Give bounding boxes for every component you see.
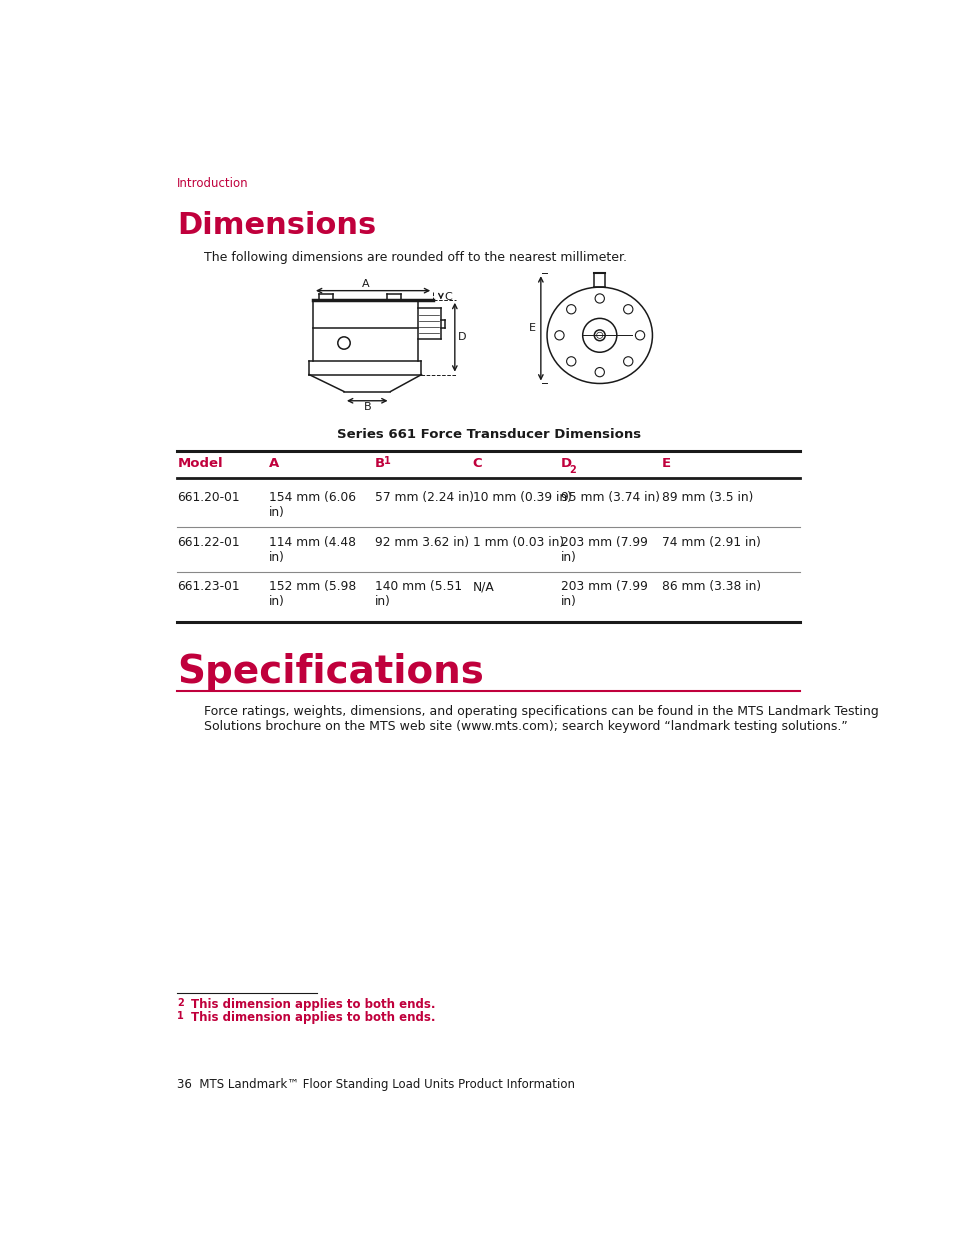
Text: 661.20-01: 661.20-01 [177,490,240,504]
Text: Dimensions: Dimensions [177,211,376,241]
Text: 2: 2 [569,464,576,474]
Text: E: E [529,324,536,333]
Text: 203 mm (7.99
in): 203 mm (7.99 in) [560,580,647,608]
Text: 1 mm (0.03 in): 1 mm (0.03 in) [472,536,563,548]
Text: A: A [361,279,369,289]
Text: 140 mm (5.51
in): 140 mm (5.51 in) [375,580,461,608]
Text: 10 mm (0.39 in): 10 mm (0.39 in) [472,490,571,504]
Text: 1: 1 [383,456,390,466]
Text: 661.22-01: 661.22-01 [177,536,240,548]
Text: Specifications: Specifications [177,652,484,690]
Text: 152 mm (5.98
in): 152 mm (5.98 in) [269,580,355,608]
Text: D: D [457,332,466,342]
Text: 114 mm (4.48
in): 114 mm (4.48 in) [269,536,355,563]
Text: Introduction: Introduction [177,178,249,190]
Text: Series 661 Force Transducer Dimensions: Series 661 Force Transducer Dimensions [336,429,640,441]
Text: B: B [363,403,371,412]
Text: Force ratings, weights, dimensions, and operating specifications can be found in: Force ratings, weights, dimensions, and … [204,705,879,732]
Text: The following dimensions are rounded off to the nearest millimeter.: The following dimensions are rounded off… [204,251,627,263]
Text: B: B [375,457,385,471]
Text: This dimension applies to both ends.: This dimension applies to both ends. [191,998,435,1011]
Text: 1: 1 [177,1010,184,1020]
Text: 154 mm (6.06
in): 154 mm (6.06 in) [269,490,355,519]
Text: This dimension applies to both ends.: This dimension applies to both ends. [191,1011,435,1024]
Text: C: C [443,293,452,303]
Text: 36  MTS Landmark™ Floor Standing Load Units Product Information: 36 MTS Landmark™ Floor Standing Load Uni… [177,1078,575,1092]
Text: A: A [269,457,279,471]
Text: 661.23-01: 661.23-01 [177,580,240,593]
Text: C: C [472,457,482,471]
Text: E: E [661,457,670,471]
Text: 203 mm (7.99
in): 203 mm (7.99 in) [560,536,647,563]
Text: 2: 2 [177,998,184,1008]
Text: 95 mm (3.74 in): 95 mm (3.74 in) [560,490,659,504]
Text: N/A: N/A [472,580,494,593]
Text: 86 mm (3.38 in): 86 mm (3.38 in) [661,580,760,593]
Text: Model: Model [177,457,223,471]
Text: 92 mm 3.62 in): 92 mm 3.62 in) [375,536,469,548]
Text: 89 mm (3.5 in): 89 mm (3.5 in) [661,490,752,504]
Text: 74 mm (2.91 in): 74 mm (2.91 in) [661,536,760,548]
Text: 57 mm (2.24 in): 57 mm (2.24 in) [375,490,474,504]
Text: D: D [560,457,572,471]
